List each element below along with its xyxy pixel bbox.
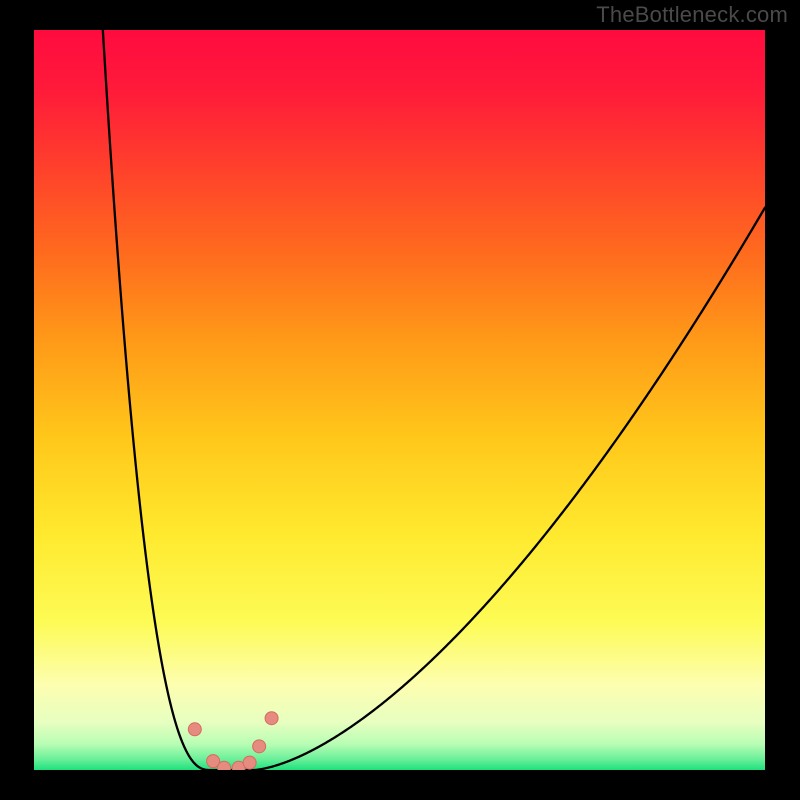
watermark-label: TheBottleneck.com — [596, 2, 788, 28]
curve-marker — [218, 761, 231, 770]
plot-area — [34, 30, 765, 770]
gradient-background — [34, 30, 765, 770]
curve-marker — [253, 740, 266, 753]
plot-svg — [34, 30, 765, 770]
curve-marker — [243, 756, 256, 769]
curve-marker — [265, 712, 278, 725]
image-frame: TheBottleneck.com — [0, 0, 800, 800]
curve-marker — [188, 723, 201, 736]
